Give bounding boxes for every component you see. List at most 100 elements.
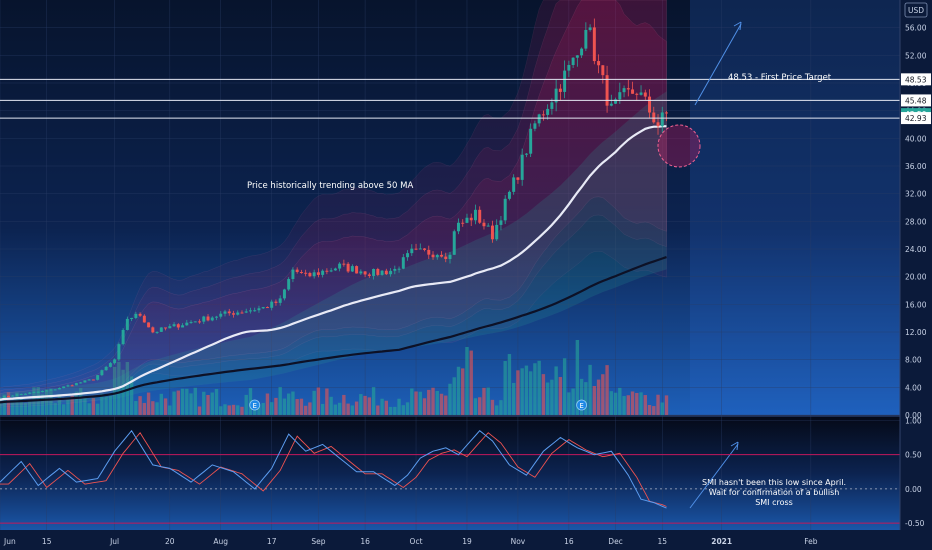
time-tick-label: 2021: [711, 537, 732, 546]
candle-body: [363, 271, 367, 275]
candle-body: [151, 327, 155, 333]
candle-body: [134, 313, 138, 318]
volume-bar: [499, 400, 503, 415]
candle-body: [155, 331, 159, 333]
candle-body: [121, 329, 125, 345]
volume-bar: [448, 383, 452, 415]
volume-bar: [159, 393, 164, 415]
candle-body: [584, 29, 588, 49]
volume-bar: [478, 397, 482, 415]
volume-bar: [528, 371, 533, 415]
candle-body: [70, 385, 74, 387]
smi-tick-label: 0.50: [905, 451, 922, 460]
candle-body: [244, 311, 248, 313]
price-tick-label: 20.00: [905, 273, 927, 282]
ma200-line: [0, 256, 667, 404]
candle-body: [609, 103, 613, 106]
volume-bar: [405, 402, 410, 415]
candle-body: [321, 270, 325, 275]
volume-bar: [236, 405, 240, 415]
volume-bar: [312, 390, 316, 415]
volume-bar: [562, 358, 567, 415]
candle-body: [622, 88, 626, 93]
volume-bar: [23, 403, 28, 415]
volume-bar: [134, 401, 138, 415]
candle-body: [333, 268, 337, 271]
candle-body: [253, 310, 257, 312]
candle-body: [147, 322, 151, 328]
candle-body: [350, 266, 354, 272]
candle-body: [113, 359, 117, 364]
volume-bar: [206, 394, 210, 415]
candle-body: [185, 322, 189, 326]
volume-bar: [87, 403, 91, 415]
currency-badge[interactable]: USD: [904, 2, 928, 18]
volume-bar: [524, 365, 529, 415]
candle-body: [660, 112, 664, 127]
volume-bar: [427, 389, 431, 415]
earnings-marker-nov: [576, 399, 588, 411]
candle-body: [452, 231, 456, 255]
volume-bar: [652, 406, 656, 415]
volume-bar: [605, 365, 609, 415]
candle-body: [567, 65, 571, 71]
candle-body: [554, 88, 558, 103]
volume-bar: [0, 399, 2, 415]
candle-body: [397, 268, 401, 270]
volume-bar: [291, 391, 295, 415]
candle-body: [440, 254, 443, 257]
candle-body: [282, 289, 286, 299]
candle-body: [529, 128, 533, 154]
candle-body: [435, 254, 439, 258]
candle-body: [643, 92, 647, 97]
volume-bar: [142, 402, 147, 415]
candle-body: [104, 366, 108, 371]
candle-body: [79, 382, 83, 384]
volume-bar: [516, 370, 520, 415]
candle-body: [36, 391, 40, 393]
volume-bar: [613, 392, 618, 415]
candle-body: [605, 75, 609, 106]
candle-body: [270, 301, 274, 308]
volume-bar: [630, 391, 635, 415]
candle-body: [117, 344, 121, 360]
candle-body: [227, 311, 231, 314]
candle-body: [312, 272, 316, 277]
candle-body: [202, 316, 206, 322]
price-tick-label: 16.00: [905, 300, 927, 309]
candle-body: [393, 268, 397, 271]
candle-body: [372, 268, 376, 276]
candle-body: [626, 88, 630, 90]
volume-bar: [125, 361, 130, 415]
candle-body: [639, 92, 643, 95]
candle-body: [304, 272, 308, 274]
volume-bar: [567, 392, 571, 415]
volume-bar: [418, 391, 422, 415]
volume-bar: [618, 387, 622, 415]
moving-averages: [0, 125, 667, 404]
volume-bar: [172, 391, 176, 415]
volume-bar: [384, 400, 389, 415]
candle-body: [172, 324, 176, 327]
candle-body: [499, 220, 503, 225]
candle-body: [469, 217, 473, 221]
candle-body: [601, 65, 605, 76]
candle-body: [410, 248, 414, 254]
smi-arrow-head: [730, 441, 739, 451]
volume-bar: [363, 395, 367, 415]
volume-bar: [146, 392, 151, 415]
volume-bar: [308, 402, 312, 415]
volume-bar: [163, 398, 168, 415]
volume-bar: [265, 393, 270, 415]
candle-body: [401, 257, 405, 269]
volume-bar: [210, 392, 214, 415]
time-tick-label: 16: [564, 537, 574, 546]
volume-bar: [70, 395, 74, 415]
candle-body: [342, 263, 346, 265]
volume-bar: [270, 402, 274, 415]
volume-bar: [601, 374, 605, 415]
candle-body: [261, 307, 265, 309]
volume-bar: [278, 387, 282, 415]
candle-body: [537, 114, 541, 124]
